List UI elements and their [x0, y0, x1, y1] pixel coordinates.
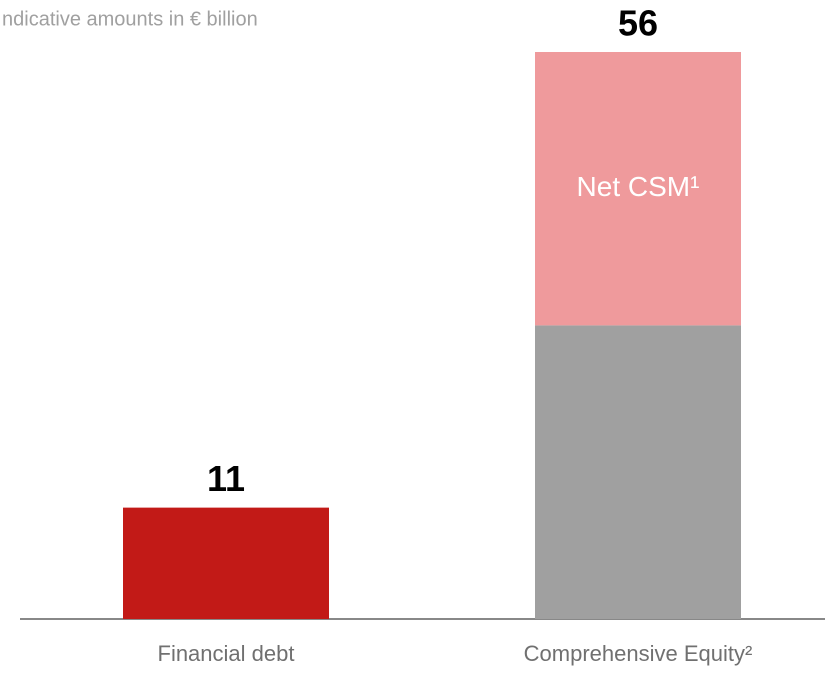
total-label: 56	[618, 3, 658, 44]
total-label: 11	[207, 458, 245, 499]
bar-segment	[535, 52, 741, 326]
chart-subtitle: ndicative amounts in € billion	[2, 8, 258, 30]
x-tick-label: Financial debt	[158, 641, 295, 666]
segment-label: Net CSM¹	[577, 171, 700, 202]
x-tick-label: Comprehensive Equity²	[524, 641, 753, 666]
bar-segment	[123, 507, 329, 619]
bar-segment	[535, 325, 741, 619]
